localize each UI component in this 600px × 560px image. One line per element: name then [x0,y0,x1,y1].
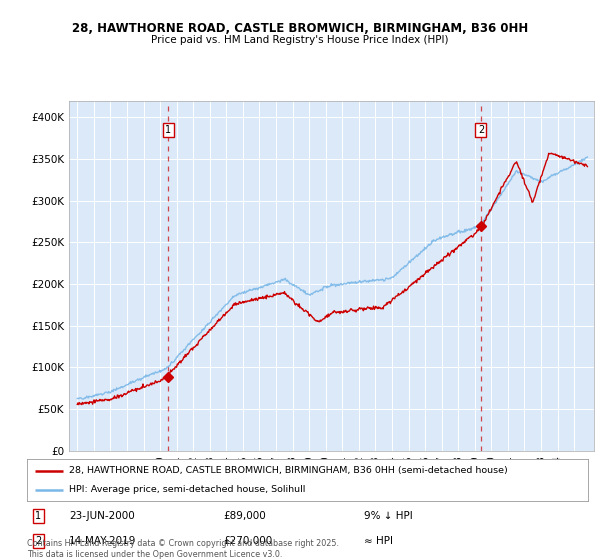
Text: Price paid vs. HM Land Registry's House Price Index (HPI): Price paid vs. HM Land Registry's House … [151,35,449,45]
Text: 2: 2 [478,125,484,135]
Text: £270,000: £270,000 [223,536,272,546]
Text: 1: 1 [165,125,171,135]
Text: £89,000: £89,000 [223,511,266,521]
Text: 23-JUN-2000: 23-JUN-2000 [69,511,135,521]
Text: 9% ↓ HPI: 9% ↓ HPI [364,511,412,521]
Text: 28, HAWTHORNE ROAD, CASTLE BROMWICH, BIRMINGHAM, B36 0HH (semi-detached house): 28, HAWTHORNE ROAD, CASTLE BROMWICH, BIR… [69,466,508,475]
Text: Contains HM Land Registry data © Crown copyright and database right 2025.
This d: Contains HM Land Registry data © Crown c… [27,539,339,559]
Text: 2: 2 [35,536,41,546]
Text: 28, HAWTHORNE ROAD, CASTLE BROMWICH, BIRMINGHAM, B36 0HH: 28, HAWTHORNE ROAD, CASTLE BROMWICH, BIR… [72,22,528,35]
Text: 1: 1 [35,511,41,521]
Text: HPI: Average price, semi-detached house, Solihull: HPI: Average price, semi-detached house,… [69,486,305,494]
Text: ≈ HPI: ≈ HPI [364,536,392,546]
Text: 14-MAY-2019: 14-MAY-2019 [69,536,136,546]
